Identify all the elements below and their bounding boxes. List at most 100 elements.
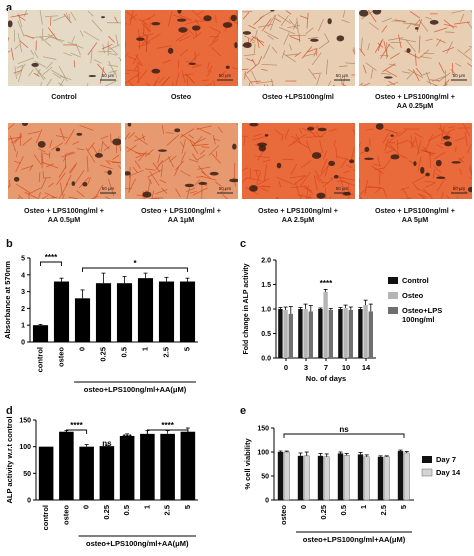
cell-fiber	[293, 20, 298, 30]
cell-fiber	[56, 172, 66, 185]
bar	[38, 446, 54, 500]
cell-fiber	[405, 39, 416, 52]
cell-fiber	[267, 14, 276, 28]
cell-fiber	[443, 19, 455, 29]
cell-fiber	[165, 132, 175, 134]
cell-fiber	[62, 193, 65, 199]
cell-fiber	[48, 182, 54, 188]
cell-fiber	[382, 187, 388, 198]
cell-fiber	[397, 153, 408, 160]
mineral-nodule	[364, 157, 374, 161]
group-label: osteo+LPS100ng/ml+AA(μM)	[84, 385, 187, 394]
cell-fiber	[458, 156, 465, 161]
bar	[32, 325, 49, 342]
mineral-nodule	[225, 65, 230, 69]
cell-fiber	[108, 60, 116, 75]
scale-bar-label: 50 μm	[102, 186, 115, 191]
cell-fiber	[257, 178, 270, 186]
cell-fiber	[209, 36, 220, 38]
cell-fiber	[51, 69, 65, 79]
cell-fiber	[425, 38, 433, 41]
significance-label: ****	[45, 253, 58, 262]
legend-swatch	[421, 468, 433, 477]
mineral-nodule	[127, 123, 132, 127]
cell-fiber	[42, 170, 44, 178]
cell-fiber	[100, 135, 109, 140]
cell-fiber	[274, 129, 283, 136]
bar	[53, 281, 70, 342]
bar	[343, 455, 350, 501]
cell-fiber	[442, 46, 455, 53]
cell-fiber	[340, 158, 347, 168]
cell-fiber	[294, 51, 302, 58]
cell-fiber	[83, 30, 100, 41]
bar	[363, 305, 368, 358]
cell-fiber	[319, 140, 324, 153]
cell-fiber	[404, 50, 420, 59]
cell-fiber	[328, 128, 337, 132]
cell-fiber	[194, 179, 201, 186]
mineral-nodule	[375, 123, 384, 130]
significance-bracket	[146, 429, 189, 434]
cell-fiber	[359, 197, 363, 199]
cell-fiber	[382, 132, 390, 144]
cell-fiber	[342, 76, 346, 86]
cell-fiber	[455, 62, 462, 67]
cell-fiber	[175, 188, 181, 198]
cell-fiber	[312, 72, 322, 75]
cell-fiber	[33, 154, 42, 165]
cell-fiber	[142, 20, 152, 32]
y-tick-label: 0	[265, 498, 269, 505]
cell-fiber	[303, 53, 317, 57]
cell-fiber	[440, 126, 445, 141]
mineral-nodule	[390, 154, 400, 160]
cell-fiber	[96, 63, 107, 74]
bar	[283, 309, 288, 358]
cell-fiber	[385, 69, 398, 78]
cell-fiber	[55, 135, 68, 138]
mineral-nodule	[125, 171, 131, 176]
cell-fiber	[320, 164, 330, 177]
cell-fiber	[444, 31, 455, 33]
cell-fiber	[19, 46, 23, 53]
cell-fiber	[49, 140, 53, 148]
x-tick-label: 5	[399, 505, 408, 509]
cell-fiber	[125, 52, 129, 58]
cell-fiber	[373, 163, 382, 167]
cell-fiber	[383, 157, 393, 169]
bar	[363, 456, 370, 501]
cell-fiber	[127, 55, 137, 61]
mineral-nodule	[420, 166, 425, 174]
mineral-nodule	[413, 161, 417, 167]
cell-fiber	[289, 44, 292, 51]
x-tick-label: 0	[299, 505, 308, 509]
x-tick-label: 0.5	[122, 505, 131, 515]
cell-fiber	[244, 72, 254, 86]
cell-fiber	[289, 175, 306, 179]
cell-fiber	[313, 175, 318, 191]
cell-fiber	[76, 148, 85, 151]
cell-fiber	[160, 164, 163, 177]
cell-fiber	[317, 18, 324, 32]
cell-fiber	[70, 11, 77, 21]
cell-fiber	[108, 70, 118, 73]
micrograph-image: 50 μm	[242, 123, 355, 199]
y-tick-label: 150	[19, 418, 31, 425]
cell-fiber	[417, 156, 422, 172]
cell-fiber	[353, 47, 355, 53]
cell-fiber	[86, 156, 89, 172]
cell-fiber	[307, 48, 317, 53]
cell-fiber	[359, 82, 364, 86]
mineral-nodule	[209, 171, 219, 176]
cell-fiber	[281, 134, 284, 141]
cell-fiber	[218, 71, 226, 78]
x-tick-label: 0	[284, 363, 288, 372]
significance-label: ***	[122, 433, 132, 442]
mineral-nodule	[242, 31, 252, 35]
mineral-nodule	[76, 132, 83, 136]
cell-fiber	[108, 52, 117, 56]
y-tick-label: 150	[257, 426, 269, 433]
cell-fiber	[65, 12, 70, 21]
micrograph-caption: Control	[51, 92, 77, 101]
cell-fiber	[128, 80, 134, 86]
